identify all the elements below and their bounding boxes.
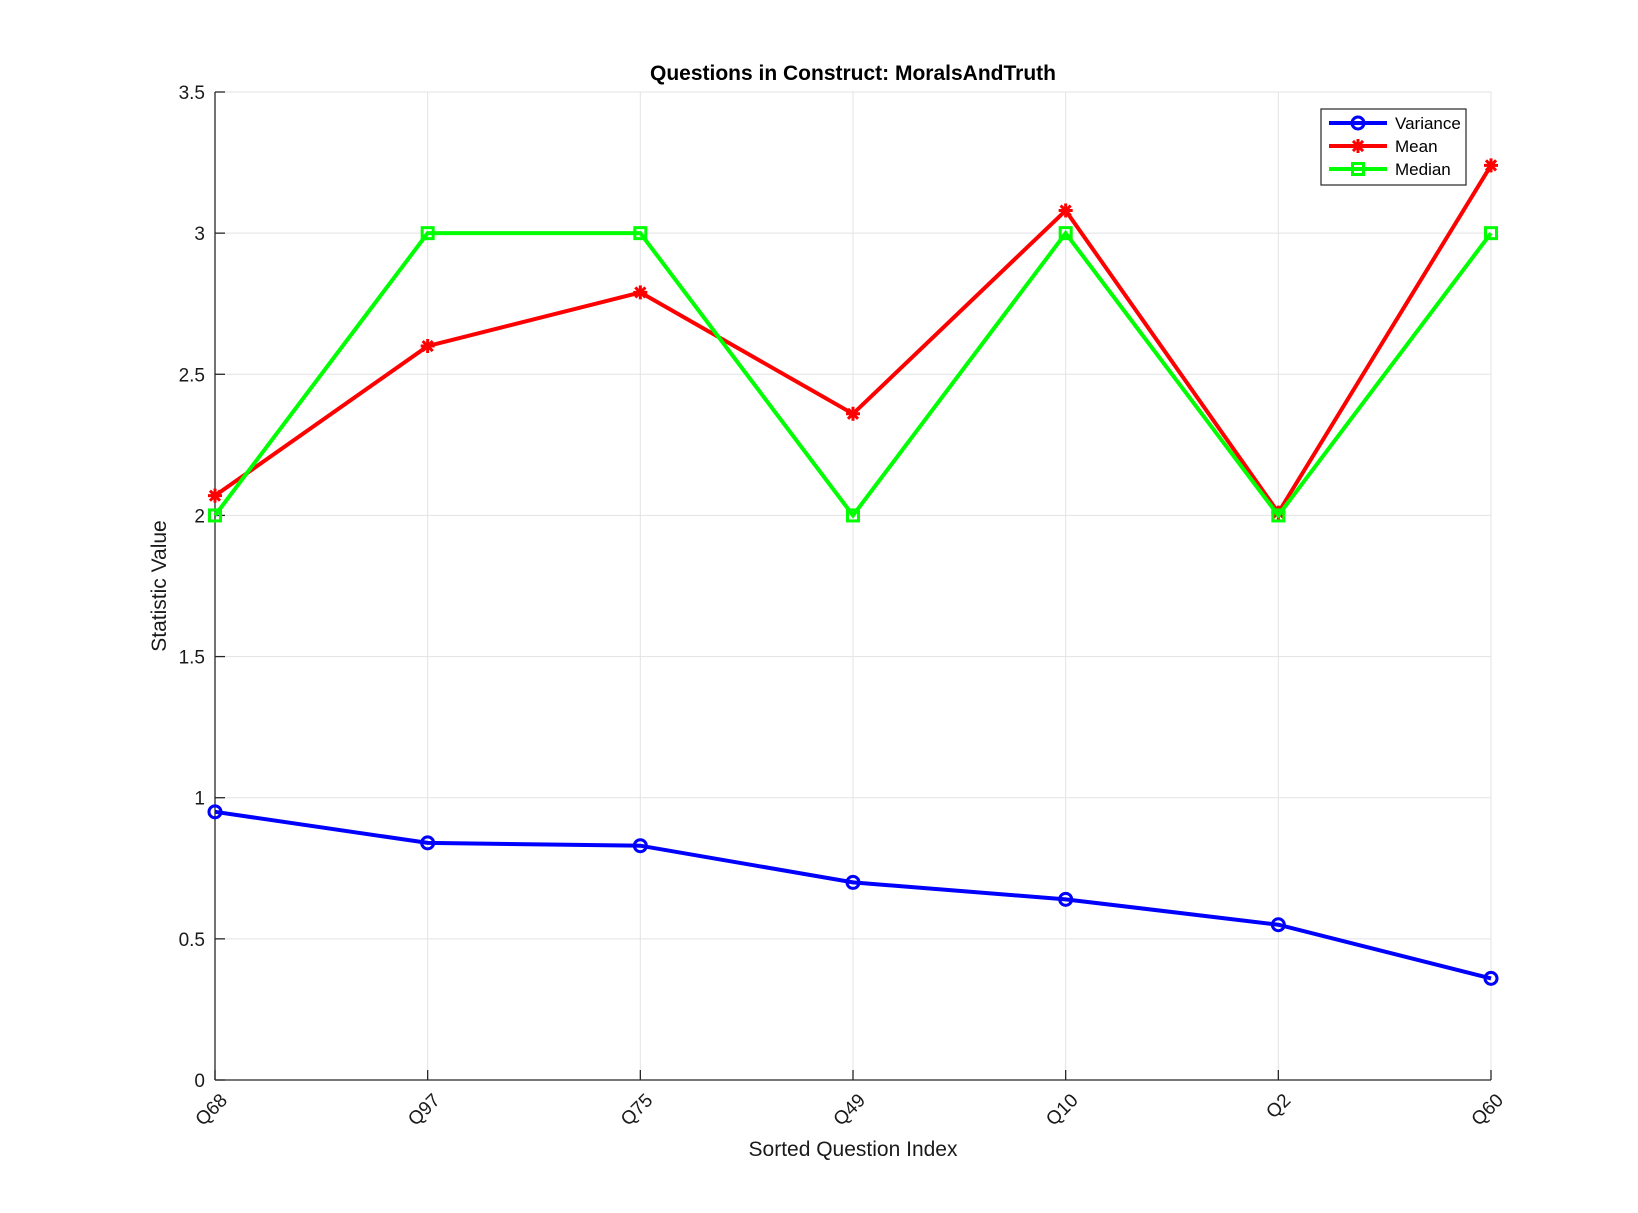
data-point-marker (1484, 226, 1498, 241)
legend-item-mean: Mean (1329, 137, 1438, 156)
chart-title: Questions in Construct: MoralsAndTruth (650, 62, 1056, 85)
y-tick-label: 2 (194, 506, 205, 527)
data-point-marker (1270, 917, 1286, 933)
data-point-marker (845, 874, 861, 890)
data-point-marker (207, 804, 223, 820)
data-point-marker (1271, 508, 1286, 523)
data-point-marker (846, 406, 860, 421)
y-axis-label: Statistic Value (148, 520, 171, 652)
legend-label: Mean (1395, 137, 1438, 156)
series-line (213, 229, 1493, 519)
legend: Variance Mean Median (1320, 108, 1467, 186)
y-tick-label: 3.5 (179, 83, 205, 104)
data-point-marker (1058, 891, 1074, 907)
series-line (214, 809, 1492, 981)
data-point-marker (1351, 139, 1365, 153)
y-tick-label: 3 (194, 224, 205, 245)
y-tick-label: 1.5 (179, 648, 205, 669)
legend-label: Variance (1395, 114, 1461, 133)
data-point-marker (1058, 226, 1073, 241)
series-variance (207, 804, 1499, 986)
data-point-marker (632, 838, 648, 854)
data-point-marker (1483, 970, 1499, 986)
legend-item-variance: Variance (1329, 114, 1461, 133)
data-point-marker (633, 285, 648, 300)
data-point-marker (420, 226, 435, 241)
data-point-marker (633, 226, 648, 241)
y-ticks: 0 0.5 1 1.5 2 2.5 3 3.5 (179, 83, 225, 1092)
data-point-marker (208, 508, 222, 523)
y-tick-label: 1 (194, 789, 205, 810)
series-median (208, 226, 1498, 523)
data-point-marker (420, 339, 435, 354)
y-tick-label: 0.5 (179, 930, 205, 951)
legend-item-median: Median (1329, 160, 1451, 179)
data-point-marker (1351, 162, 1365, 176)
data-point-marker (1058, 203, 1073, 218)
y-tick-label: 0 (194, 1071, 205, 1092)
data-point-marker (208, 488, 222, 503)
data-point-marker (846, 508, 860, 523)
data-point-marker (1484, 158, 1498, 173)
y-tick-label: 2.5 (179, 365, 205, 386)
series-layer (207, 158, 1499, 986)
data-point-marker (1350, 115, 1366, 131)
x-axis-label: Sorted Question Index (749, 1138, 958, 1161)
legend-label: Median (1395, 160, 1451, 179)
data-point-marker (420, 835, 436, 851)
